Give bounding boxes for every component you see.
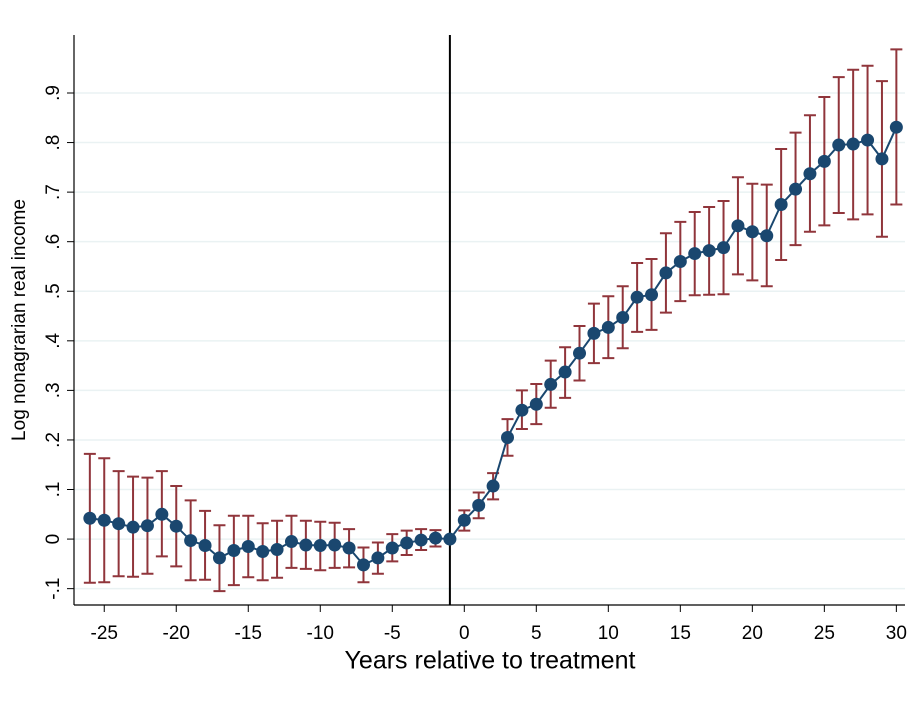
point bbox=[645, 288, 659, 302]
point bbox=[774, 198, 788, 212]
point bbox=[875, 152, 889, 166]
point bbox=[702, 244, 716, 258]
y-tick-label: .3 bbox=[43, 382, 64, 398]
point bbox=[486, 479, 500, 493]
x-tick-label: 15 bbox=[670, 623, 691, 644]
point bbox=[328, 538, 342, 552]
y-tick-label: 0 bbox=[43, 534, 64, 545]
x-tick-label: 5 bbox=[531, 623, 542, 644]
point bbox=[688, 247, 702, 261]
point bbox=[140, 519, 154, 533]
point bbox=[861, 133, 875, 147]
point bbox=[515, 403, 529, 417]
point bbox=[284, 535, 298, 549]
x-tick-label: 25 bbox=[814, 623, 835, 644]
x-tick-label: 30 bbox=[886, 623, 907, 644]
point bbox=[832, 138, 846, 152]
point bbox=[414, 533, 428, 547]
y-tick-label: .9 bbox=[43, 85, 64, 101]
point bbox=[745, 225, 759, 239]
point bbox=[155, 507, 169, 521]
point bbox=[184, 534, 198, 548]
x-tick-label: -15 bbox=[235, 623, 262, 644]
y-tick-label: .7 bbox=[43, 184, 64, 200]
point bbox=[241, 540, 255, 554]
point bbox=[227, 543, 241, 557]
point bbox=[673, 255, 687, 269]
point bbox=[760, 229, 774, 243]
point bbox=[198, 539, 212, 553]
point bbox=[544, 377, 558, 391]
point bbox=[313, 539, 327, 553]
point bbox=[587, 326, 601, 340]
point bbox=[817, 154, 831, 168]
point bbox=[472, 498, 486, 512]
point bbox=[400, 536, 414, 550]
point bbox=[889, 120, 903, 134]
point bbox=[803, 167, 817, 181]
point bbox=[501, 430, 515, 444]
point bbox=[616, 311, 630, 325]
point bbox=[789, 182, 803, 196]
point bbox=[601, 320, 615, 334]
x-tick-label: 20 bbox=[742, 623, 763, 644]
point bbox=[97, 513, 111, 527]
point bbox=[573, 346, 587, 360]
point bbox=[529, 397, 543, 411]
y-tick-label: .4 bbox=[43, 332, 64, 348]
point bbox=[212, 551, 226, 565]
point bbox=[112, 517, 126, 531]
point bbox=[457, 513, 471, 527]
x-tick-label: 0 bbox=[459, 623, 470, 644]
x-axis-title: Years relative to treatment bbox=[345, 647, 636, 675]
point bbox=[385, 541, 399, 555]
x-tick-label: -20 bbox=[163, 623, 190, 644]
point bbox=[169, 519, 183, 533]
point bbox=[717, 241, 731, 255]
point bbox=[356, 558, 370, 572]
x-tick-label: -10 bbox=[307, 623, 334, 644]
point bbox=[630, 290, 644, 304]
x-tick-label: -25 bbox=[91, 623, 118, 644]
point bbox=[126, 520, 140, 534]
point bbox=[846, 137, 860, 151]
point bbox=[371, 551, 385, 565]
point bbox=[558, 365, 572, 379]
point bbox=[731, 219, 745, 233]
point bbox=[342, 541, 356, 555]
point bbox=[428, 531, 442, 545]
y-tick-label: .8 bbox=[43, 135, 64, 151]
point bbox=[443, 532, 457, 546]
point bbox=[256, 544, 270, 558]
point bbox=[270, 542, 284, 556]
y-tick-label: .6 bbox=[43, 234, 64, 250]
y-tick-label: -.1 bbox=[43, 578, 64, 600]
point bbox=[659, 266, 673, 280]
x-tick-label: -5 bbox=[384, 623, 401, 644]
point bbox=[299, 538, 313, 552]
y-axis-title: Log nonagrarian real income bbox=[9, 199, 30, 441]
y-tick-label: .2 bbox=[43, 432, 64, 448]
x-tick-label: 10 bbox=[598, 623, 619, 644]
y-tick-label: .1 bbox=[43, 482, 64, 498]
point bbox=[83, 511, 97, 525]
y-tick-label: .5 bbox=[43, 283, 64, 299]
